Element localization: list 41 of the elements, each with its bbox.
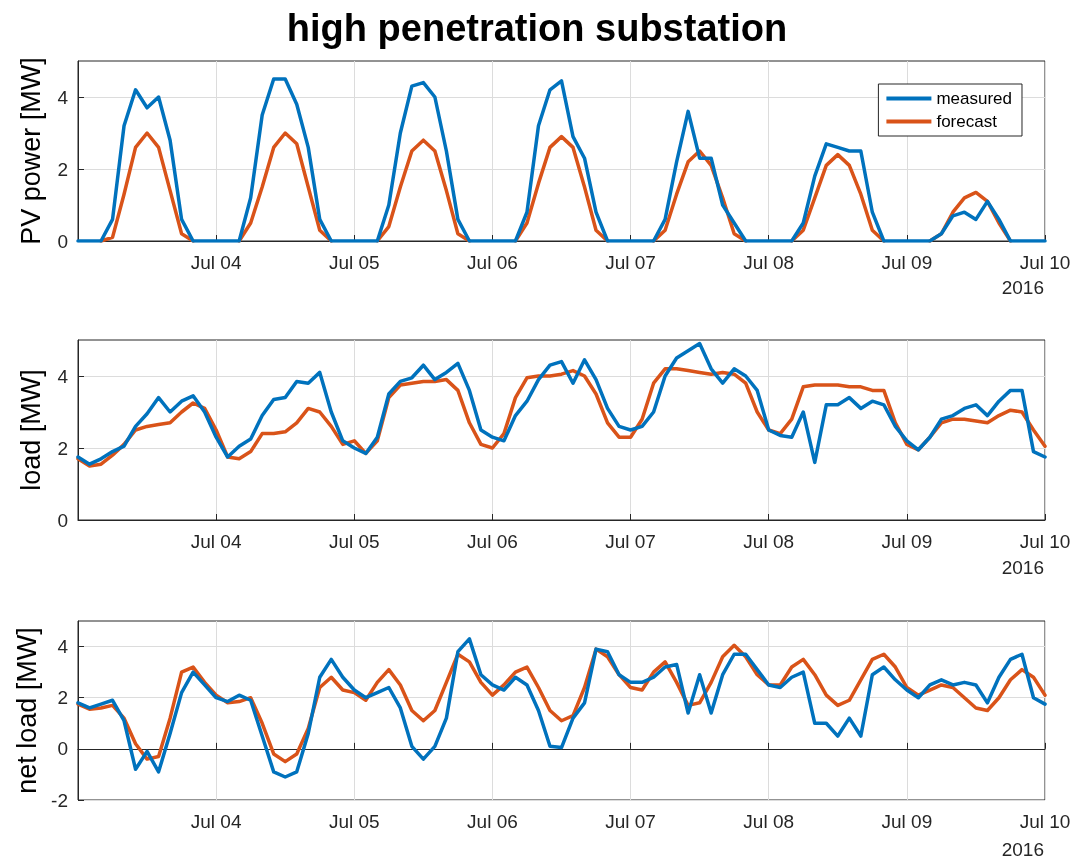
x-tick-label: Jul 09 (881, 531, 933, 552)
x-tick-label: Jul 05 (328, 811, 380, 832)
x-tick-label: Jul 08 (743, 252, 795, 273)
y-axis-title: PV power [MW] (15, 57, 46, 245)
legend-label: measured (936, 89, 1013, 108)
y-tick-label: 2 (57, 158, 68, 180)
x-tick-label: Jul 06 (467, 811, 518, 832)
x-tick-label: Jul 08 (743, 811, 795, 832)
y-tick-label: 2 (57, 687, 68, 709)
x-tick-label: Jul 05 (328, 531, 380, 552)
x-tick-label: Jul 04 (190, 252, 242, 273)
x-tick-label: Jul 07 (605, 811, 656, 832)
x-tick-label: Jul 09 (881, 252, 933, 273)
legend-label: forecast (936, 112, 998, 131)
y-axis-title: load [MW] (15, 369, 46, 491)
line-series (76, 341, 1047, 466)
x-tick-label: Jul 09 (881, 811, 933, 832)
text: 2016 (1001, 839, 1045, 860)
text: 2016 (1001, 557, 1045, 578)
x-tick-label: Jul 05 (328, 252, 380, 273)
y-tick-label: -2 (51, 789, 68, 811)
chart-title: high penetration substation (286, 7, 788, 49)
x-tick-label: Jul 10 (1019, 252, 1071, 273)
x-tick-label: Jul 07 (605, 252, 656, 273)
x-tick-label: Jul 10 (1019, 531, 1071, 552)
y-tick-label: 0 (57, 509, 68, 531)
y-tick-label: 4 (57, 86, 69, 108)
y-tick-label: 0 (57, 738, 68, 760)
x-tick-label: Jul 04 (190, 811, 242, 832)
y-tick-label: 2 (57, 437, 68, 459)
text: 2016 (1001, 277, 1045, 298)
y-axis-title: net load [MW] (11, 627, 42, 794)
x-tick-label: Jul 06 (467, 252, 518, 273)
x-tick-label: Jul 06 (467, 531, 518, 552)
x-tick-label: Jul 04 (190, 531, 242, 552)
y-tick-label: 4 (57, 636, 69, 658)
x-tick-label: Jul 08 (743, 531, 795, 552)
x-tick-label: Jul 10 (1019, 811, 1071, 832)
x-tick-label: Jul 07 (605, 531, 656, 552)
y-tick-label: 4 (57, 365, 69, 387)
y-tick-label: 0 (57, 230, 68, 252)
